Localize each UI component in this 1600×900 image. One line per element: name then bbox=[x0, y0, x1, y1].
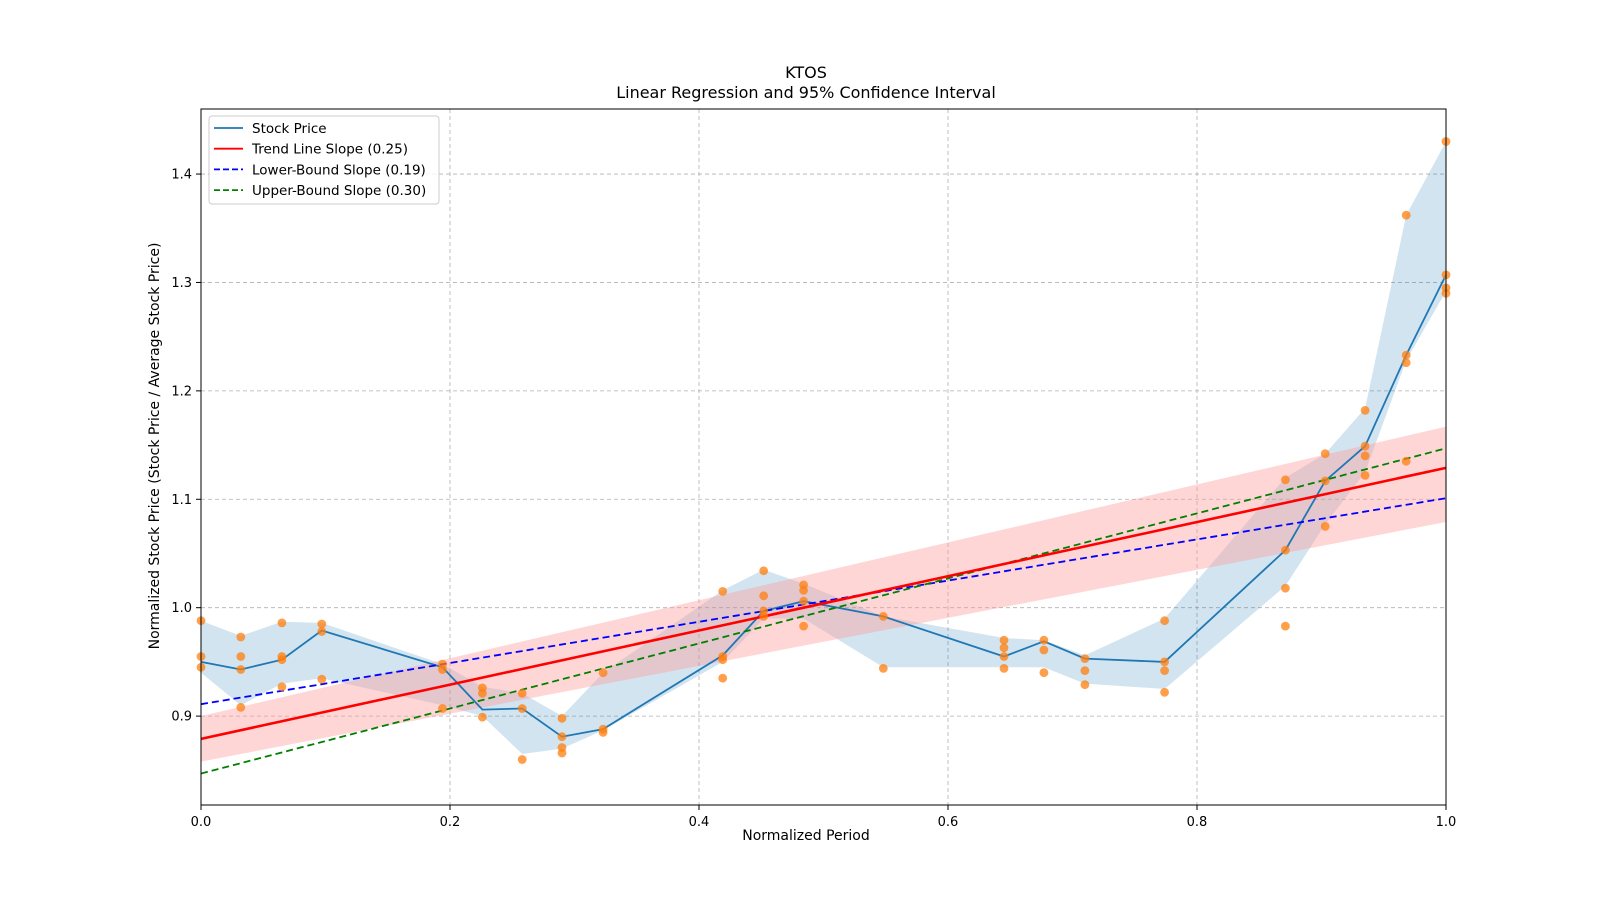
data-point bbox=[1360, 471, 1370, 480]
data-point bbox=[1160, 687, 1169, 697]
axis-ticks: 0.0 0.2 0.4 0.6 0.8 1.0 0.9 1.0 1.1 1.2 1.3 1.4 bbox=[171, 168, 1456, 830]
data-point bbox=[1360, 441, 1370, 451]
x-tick-label: 0.4 bbox=[689, 815, 710, 830]
x-tick-label: 0.6 bbox=[938, 815, 959, 830]
data-point bbox=[799, 621, 808, 631]
data-point bbox=[1039, 668, 1049, 678]
data-point bbox=[1281, 475, 1290, 485]
chart-subtitle: Linear Regression and 95% Confidence Int… bbox=[616, 83, 996, 102]
trend-line bbox=[200, 466, 1447, 741]
data-point bbox=[236, 665, 246, 674]
data-point bbox=[999, 652, 1009, 661]
data-point bbox=[438, 665, 447, 674]
confidence-bands bbox=[201, 141, 1446, 762]
y-tick-label: 0.9 bbox=[171, 710, 192, 725]
data-point bbox=[557, 732, 567, 742]
data-point bbox=[1320, 522, 1330, 531]
data-point bbox=[759, 591, 769, 601]
data-point bbox=[799, 596, 808, 606]
data-point bbox=[1039, 635, 1049, 645]
data-point bbox=[236, 652, 246, 661]
data-point bbox=[317, 627, 327, 636]
data-point bbox=[759, 612, 769, 621]
data-point bbox=[999, 635, 1009, 645]
data-point bbox=[598, 668, 608, 678]
data-point bbox=[1281, 621, 1290, 631]
data-point bbox=[1401, 210, 1411, 220]
stock-price-line bbox=[200, 274, 1447, 738]
y-tick-label: 1.1 bbox=[171, 493, 192, 508]
x-axis-title: Normalized Period bbox=[742, 828, 870, 844]
data-point bbox=[718, 673, 728, 683]
x-tick-label: 0.0 bbox=[191, 815, 212, 830]
data-point bbox=[878, 612, 888, 621]
data-point bbox=[1360, 451, 1370, 461]
data-point bbox=[236, 632, 246, 642]
y-tick-label: 1.3 bbox=[171, 276, 192, 291]
data-point bbox=[1281, 545, 1290, 555]
data-point bbox=[1080, 654, 1090, 663]
trend-line-confidence-band bbox=[201, 426, 1446, 762]
data-point bbox=[878, 664, 888, 673]
data-point bbox=[1281, 583, 1290, 593]
legend: Stock Price Trend Line Slope (0.25) Lower-… bbox=[208, 115, 440, 205]
data-point bbox=[718, 587, 728, 596]
legend-label: Trend Line Slope (0.25) bbox=[251, 142, 408, 158]
data-point bbox=[277, 655, 287, 665]
data-point bbox=[236, 703, 246, 712]
data-point bbox=[438, 704, 447, 713]
data-point bbox=[1320, 449, 1330, 459]
data-point bbox=[557, 713, 567, 723]
x-tick-label: 0.2 bbox=[440, 815, 461, 830]
data-point bbox=[517, 755, 527, 764]
series-lines bbox=[200, 274, 1447, 775]
data-point bbox=[517, 704, 527, 713]
data-point bbox=[557, 748, 567, 758]
data-point bbox=[1160, 666, 1169, 675]
data-point bbox=[598, 728, 608, 737]
data-point bbox=[277, 682, 287, 692]
data-point bbox=[1401, 456, 1411, 466]
x-tick-label: 0.8 bbox=[1187, 815, 1208, 830]
lower-bound-line bbox=[200, 497, 1447, 706]
data-point bbox=[1039, 645, 1049, 655]
data-point bbox=[1401, 350, 1411, 360]
legend-label: Stock Price bbox=[252, 121, 327, 137]
x-tick-label: 1.0 bbox=[1436, 815, 1457, 830]
y-axis-title: Normalized Stock Price (Stock Price / Av… bbox=[147, 243, 163, 650]
y-tick-label: 1.4 bbox=[171, 168, 192, 183]
y-tick-label: 1.2 bbox=[171, 384, 192, 399]
scatter-points bbox=[196, 137, 1451, 764]
data-point bbox=[478, 688, 487, 698]
data-point bbox=[517, 688, 527, 698]
upper-bound-line bbox=[200, 447, 1447, 775]
data-point bbox=[317, 674, 327, 684]
plot-frame bbox=[200, 108, 1447, 806]
data-point bbox=[1360, 406, 1370, 415]
data-point bbox=[1401, 358, 1411, 368]
data-point bbox=[718, 655, 728, 665]
legend-label: Upper-Bound Slope (0.30) bbox=[252, 183, 426, 199]
data-point bbox=[478, 712, 487, 722]
data-point bbox=[1320, 476, 1330, 486]
data-point bbox=[1080, 666, 1090, 675]
data-point bbox=[1080, 680, 1090, 690]
legend-box bbox=[208, 115, 440, 205]
data-point bbox=[317, 619, 327, 629]
legend-label: Lower-Bound Slope (0.19) bbox=[252, 162, 426, 178]
y-tick-label: 1.0 bbox=[171, 601, 192, 616]
chart-title: KTOS bbox=[785, 63, 827, 82]
data-point bbox=[999, 643, 1009, 653]
data-point bbox=[759, 566, 769, 576]
data-point bbox=[1160, 616, 1169, 626]
data-point bbox=[1160, 657, 1169, 667]
data-point bbox=[799, 585, 808, 595]
data-point bbox=[277, 618, 287, 628]
data-point bbox=[999, 664, 1009, 673]
